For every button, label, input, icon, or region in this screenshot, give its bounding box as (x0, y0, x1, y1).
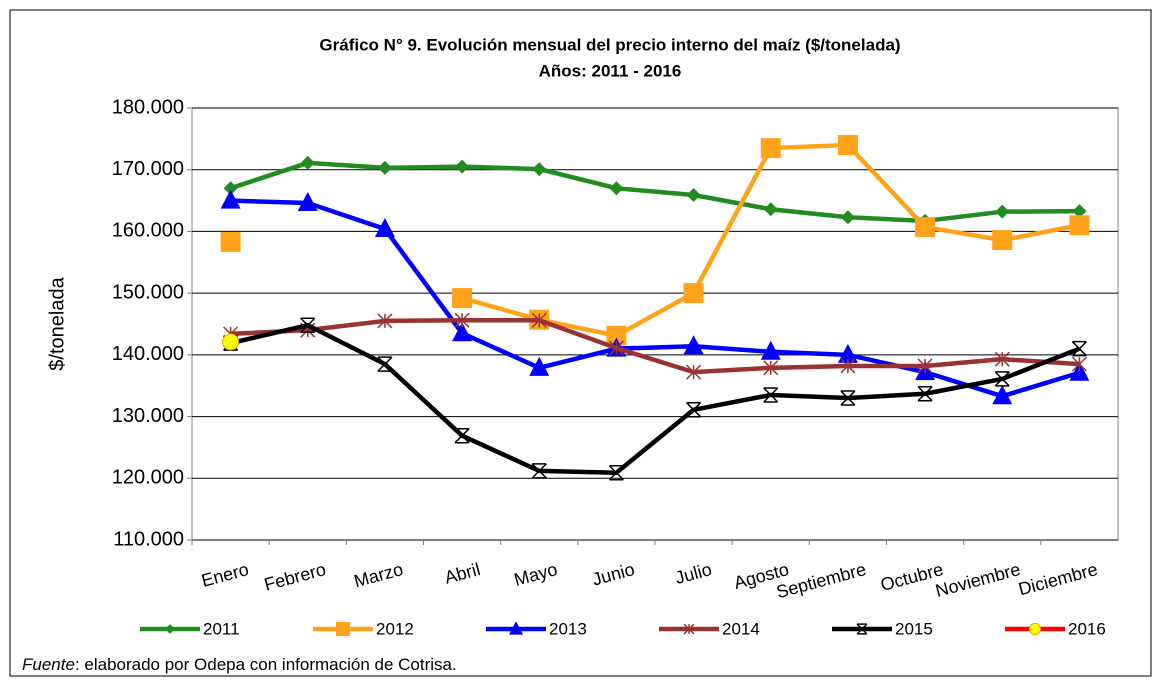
marker (297, 192, 318, 212)
legend-label: 2015 (895, 619, 933, 638)
marker (452, 288, 473, 309)
chart-title: Gráfico N° 9. Evolución mensual del prec… (319, 35, 900, 54)
marker (1071, 340, 1087, 357)
source-text: : elaborado por Odepa con información de… (75, 655, 457, 674)
marker (1071, 356, 1087, 372)
series-line (230, 198, 1081, 399)
marker (763, 387, 779, 403)
marker (1028, 622, 1042, 636)
marker (856, 623, 868, 635)
marker (608, 464, 624, 481)
marker (455, 159, 470, 174)
y-tick-label: 180.000 (112, 96, 184, 118)
marker (336, 622, 350, 636)
marker (915, 217, 936, 238)
marker (377, 356, 393, 372)
marker (992, 230, 1013, 251)
marker (1069, 361, 1090, 381)
marker (529, 356, 550, 376)
y-tick-label: 110.000 (113, 528, 184, 550)
marker (840, 210, 855, 225)
marker (840, 358, 856, 374)
marker (300, 317, 316, 333)
marker (452, 322, 473, 342)
legend-label: 2012 (376, 619, 414, 638)
y-tick-label: 150.000 (112, 281, 184, 303)
marker (374, 217, 395, 237)
marker (992, 385, 1013, 405)
y-axis-label: $/tonelada (46, 276, 68, 370)
marker (223, 181, 238, 196)
marker (763, 360, 779, 376)
marker (760, 340, 781, 360)
marker (840, 390, 856, 406)
marker (683, 283, 704, 304)
y-tick-label: 130.000 (112, 405, 184, 427)
legend-label: 2013 (549, 619, 587, 638)
marker (995, 204, 1010, 219)
marker (763, 202, 778, 217)
marker (917, 358, 933, 374)
marker (220, 231, 241, 252)
y-tick-label: 170.000 (112, 158, 184, 180)
marker (454, 312, 470, 328)
series-line (230, 322, 1081, 475)
marker (377, 160, 392, 175)
marker (165, 624, 175, 634)
marker (606, 325, 627, 346)
marker (532, 162, 547, 177)
marker (509, 621, 523, 635)
y-tick-label: 140.000 (112, 343, 184, 365)
marker (531, 312, 547, 328)
marker (531, 463, 547, 479)
marker (837, 135, 858, 156)
marker (994, 351, 1010, 367)
y-tick-label: 120.000 (112, 467, 184, 489)
marker (760, 138, 781, 159)
marker (917, 385, 933, 402)
plot-area (191, 107, 1119, 541)
series-line (229, 160, 1080, 224)
marker (1072, 204, 1087, 219)
source-label: Fuente (22, 655, 75, 674)
source-note: Fuente: elaborado por Odepa con informac… (22, 655, 457, 674)
legend-label: 2016 (1068, 619, 1106, 638)
legend-label: 2014 (722, 619, 760, 638)
legend-label: 2011 (203, 619, 240, 638)
marker (994, 371, 1010, 387)
marker (608, 340, 624, 356)
series-line (230, 318, 1080, 375)
marker (454, 427, 470, 444)
y-tick-label: 160.000 (112, 220, 184, 242)
marker (686, 364, 702, 380)
marker (609, 181, 624, 196)
marker (300, 155, 315, 170)
marker (686, 402, 702, 418)
marker (220, 189, 241, 209)
marker (686, 188, 701, 203)
marker (683, 623, 695, 635)
marker (377, 313, 393, 329)
marker (1069, 215, 1090, 236)
marker (222, 333, 240, 351)
marker (837, 343, 858, 363)
chart-subtitle: Años: 2011 - 2016 (539, 61, 682, 80)
marker (683, 335, 704, 355)
